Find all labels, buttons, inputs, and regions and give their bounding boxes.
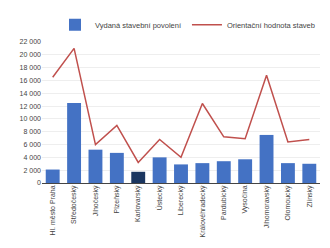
svg-text:Jihomoravský: Jihomoravský <box>263 185 271 228</box>
svg-text:Vysočina: Vysočina <box>241 185 249 213</box>
svg-text:Zlínský: Zlínský <box>306 185 314 208</box>
svg-text:Jihočeský: Jihočeský <box>92 185 100 216</box>
svg-text:Pardubický: Pardubický <box>220 185 228 220</box>
svg-text:22 000: 22 000 <box>20 38 42 45</box>
svg-text:Královéhradecký: Královéhradecký <box>199 185 207 238</box>
svg-text:14 000: 14 000 <box>20 90 42 97</box>
svg-text:16 000: 16 000 <box>20 77 42 84</box>
svg-text:6 000: 6 000 <box>23 141 41 148</box>
svg-text:8 000: 8 000 <box>23 128 41 135</box>
svg-text:10 000: 10 000 <box>20 115 42 122</box>
svg-text:12 000: 12 000 <box>20 103 42 110</box>
svg-text:Olomoucký: Olomoucký <box>284 185 292 221</box>
svg-text:Liberecký: Liberecký <box>177 185 185 215</box>
svg-text:2 000: 2 000 <box>23 167 41 174</box>
svg-text:Středočeský: Středočeský <box>70 185 78 224</box>
svg-text:Karlovarský: Karlovarský <box>135 185 143 222</box>
svg-text:4 000: 4 000 <box>23 154 41 161</box>
svg-text:0: 0 <box>37 179 41 186</box>
svg-text:Plzeňský: Plzeňský <box>113 185 121 214</box>
svg-text:20 000: 20 000 <box>20 51 42 58</box>
svg-text:Vydaná stavební povolení: Vydaná stavební povolení <box>95 21 182 30</box>
svg-text:18 000: 18 000 <box>20 64 42 71</box>
svg-text:Orientační hodnota staveb: Orientační hodnota staveb <box>227 21 315 30</box>
svg-text:Ústecký: Ústecký <box>155 185 164 210</box>
svg-text:Hl. město Praha: Hl. město Praha <box>49 185 56 235</box>
